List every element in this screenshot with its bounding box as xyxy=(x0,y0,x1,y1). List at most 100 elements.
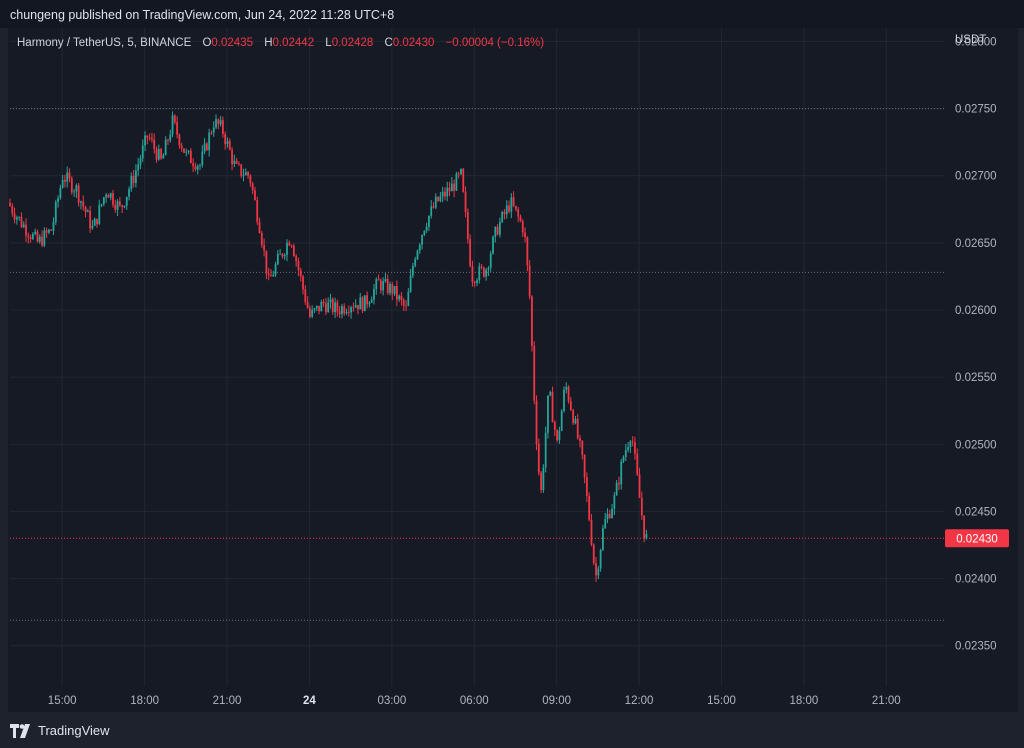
candle-body xyxy=(505,205,508,215)
candle-body xyxy=(61,179,64,188)
close-label: C xyxy=(384,37,393,49)
time-axis: 15:00 18:00 21:00 24 03:00 06:00 09:00 12:00 15:… xyxy=(48,695,901,707)
candle-body xyxy=(446,187,449,197)
candle-body xyxy=(430,206,433,216)
candle-body xyxy=(50,229,53,231)
chart-frame[interactable] xyxy=(8,28,1018,712)
candle-body xyxy=(615,482,618,496)
candle-body xyxy=(398,295,401,300)
candle-body xyxy=(409,275,412,293)
candle-body xyxy=(318,305,320,312)
candle-body xyxy=(41,236,43,246)
candle-body xyxy=(547,395,549,433)
candle-body xyxy=(492,236,494,254)
candle-body xyxy=(604,519,607,529)
candle-body xyxy=(112,193,114,205)
candle-body xyxy=(608,513,611,518)
candle-body xyxy=(68,172,71,179)
candle-body xyxy=(556,429,559,441)
candle-body xyxy=(423,230,426,236)
candle-body xyxy=(219,120,222,125)
candle-body xyxy=(553,422,556,430)
candle-body xyxy=(395,285,398,300)
candle-body xyxy=(196,165,199,170)
candle-body xyxy=(89,210,92,229)
candle-body xyxy=(125,196,128,206)
candle-body xyxy=(590,519,593,545)
candle-body xyxy=(100,204,103,206)
last-price-label: 0.02430 xyxy=(956,533,998,545)
candle-body xyxy=(189,150,192,164)
candle-body xyxy=(432,206,435,208)
candle-body xyxy=(98,205,101,225)
candle-body xyxy=(585,477,588,496)
candle-body xyxy=(579,437,581,441)
candle-body xyxy=(531,296,533,346)
candle-body xyxy=(634,442,636,454)
low-label: L xyxy=(325,37,332,49)
candle-body xyxy=(187,150,190,152)
candle-body xyxy=(363,295,366,312)
candle-body xyxy=(537,444,540,473)
candle-body xyxy=(425,226,428,231)
footer-bar xyxy=(0,712,1024,748)
candle-body xyxy=(311,309,314,317)
candle-body xyxy=(581,440,584,455)
candle-body xyxy=(567,386,570,402)
candle-body xyxy=(183,148,185,153)
candle-body xyxy=(31,233,34,239)
candle-body xyxy=(22,224,25,227)
candle-body xyxy=(572,410,575,424)
candle-body xyxy=(199,165,201,166)
candle-body xyxy=(121,205,124,208)
currency-label: USDT xyxy=(955,34,986,46)
candle-body xyxy=(359,297,362,310)
candle-body xyxy=(258,221,261,233)
candle-body xyxy=(11,206,14,214)
candle-body xyxy=(263,245,266,251)
candle-body xyxy=(439,196,442,202)
candle-body xyxy=(444,191,446,197)
candle-body xyxy=(466,212,469,240)
candle-body xyxy=(407,292,410,306)
candle-body xyxy=(105,194,108,198)
price-tick-label: 0.02600 xyxy=(955,305,997,317)
candle-body xyxy=(73,191,75,193)
tradingview-logo[interactable]: TradingView xyxy=(10,723,110,738)
candle-body xyxy=(460,168,462,174)
candle-body xyxy=(400,295,403,301)
candle-body xyxy=(210,132,213,134)
time-tick-label: 06:00 xyxy=(460,695,489,707)
candle-body xyxy=(473,282,476,284)
candle-body xyxy=(173,115,176,123)
candle-body xyxy=(233,160,236,165)
open-value: 0.02435 xyxy=(211,37,253,49)
candle-body xyxy=(476,280,478,284)
price-tick-label: 0.02800 xyxy=(955,36,997,48)
candle-body xyxy=(164,139,167,156)
candle-body xyxy=(75,185,78,192)
candle-body xyxy=(276,253,279,265)
close-value: 0.02430 xyxy=(392,37,435,49)
candle-body xyxy=(377,279,380,281)
candle-body xyxy=(627,447,629,450)
candle-body xyxy=(25,224,27,236)
candle-body xyxy=(34,231,37,234)
candle-body xyxy=(345,312,348,314)
candle-body xyxy=(148,137,151,139)
candles xyxy=(9,111,648,582)
candle-body xyxy=(96,218,98,225)
candle-body xyxy=(354,304,357,308)
time-tick-label: 24 xyxy=(303,695,316,707)
candle-body xyxy=(123,205,126,208)
candle-body xyxy=(208,132,211,151)
candle-body xyxy=(471,266,474,283)
candle-body xyxy=(501,211,504,222)
candle-body xyxy=(563,389,565,411)
price-tick-label: 0.02450 xyxy=(955,506,997,518)
last-price-tag xyxy=(945,529,1009,548)
ohlc-legend: Harmony / TetherUS, 5, BINANCE O0.02435 … xyxy=(17,37,544,49)
candle-body xyxy=(457,173,460,175)
candle-body xyxy=(109,193,112,198)
